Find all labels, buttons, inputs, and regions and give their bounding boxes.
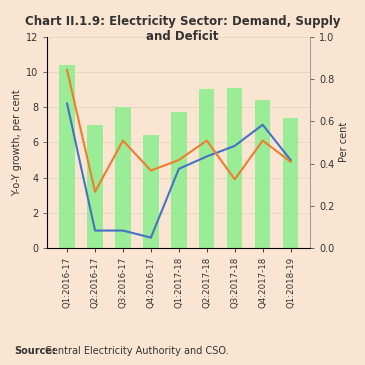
Text: Chart II.1.9: Electricity Sector: Demand, Supply
and Deficit: Chart II.1.9: Electricity Sector: Demand… xyxy=(25,15,340,43)
Bar xyxy=(59,65,75,248)
Bar xyxy=(227,88,242,248)
Bar xyxy=(171,112,187,248)
Bar xyxy=(87,125,103,248)
Text: Source:: Source: xyxy=(15,346,57,356)
Bar xyxy=(199,89,215,248)
Bar xyxy=(283,118,298,248)
Y-axis label: Y-o-Y growth, per cent: Y-o-Y growth, per cent xyxy=(12,89,22,196)
Text: Central Electricity Authority and CSO.: Central Electricity Authority and CSO. xyxy=(42,346,228,356)
Bar xyxy=(115,107,131,248)
Y-axis label: Per cent: Per cent xyxy=(339,122,349,162)
Bar xyxy=(255,100,270,248)
Bar xyxy=(143,135,158,248)
